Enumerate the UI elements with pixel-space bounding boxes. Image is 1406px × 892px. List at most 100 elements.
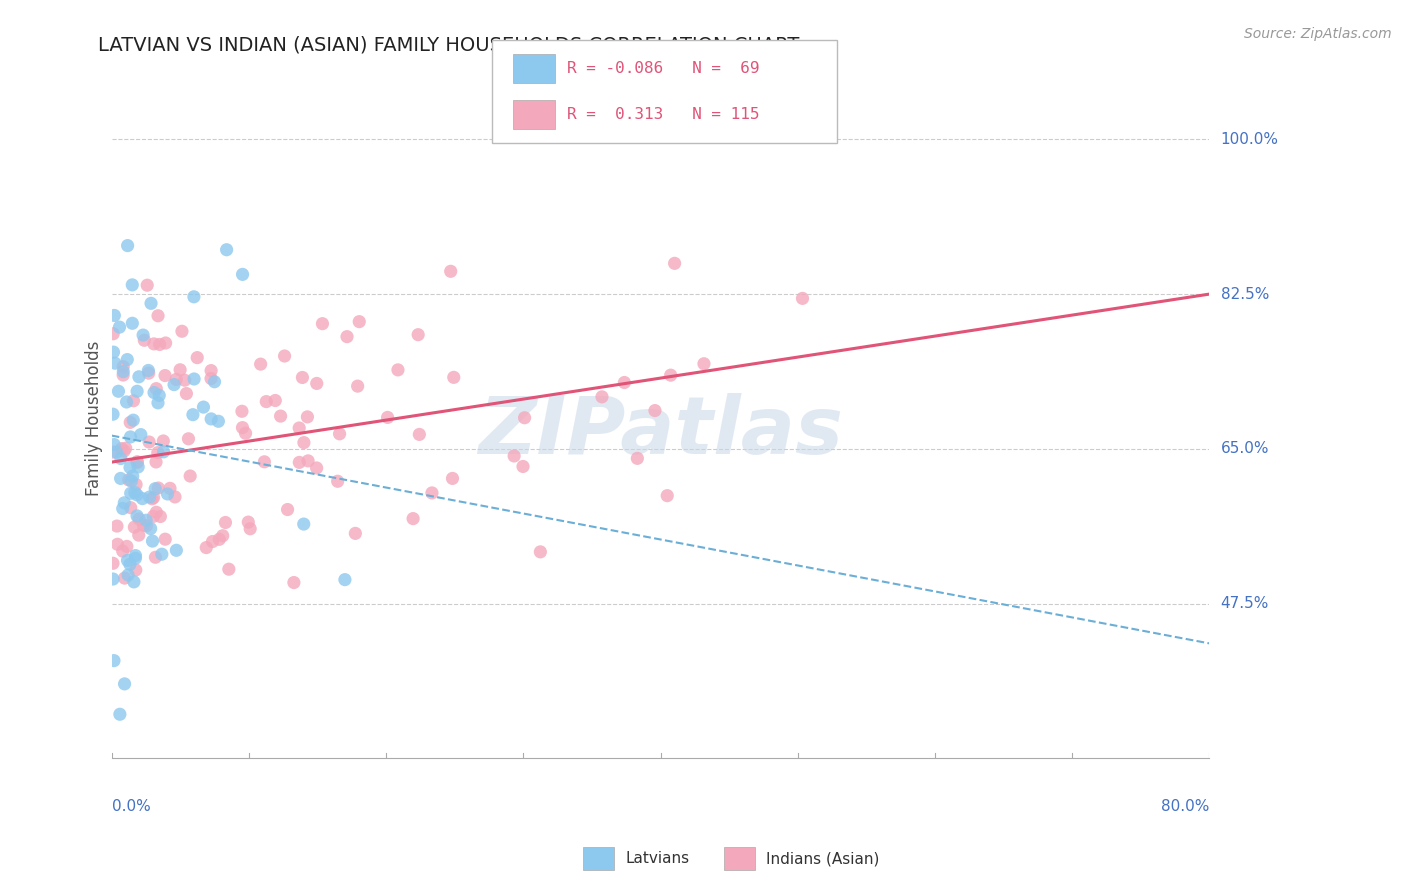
Point [659, 368, 682, 383]
Point [305, 461, 328, 475]
Point [186, 351, 208, 365]
Point [333, 573, 356, 587]
Point [165, 543, 187, 558]
Point [139, 522, 162, 536]
Point [141, 534, 163, 549]
Point [149, 509, 172, 524]
Point [349, 315, 371, 329]
Point [132, 328, 155, 343]
Point [105, 445, 128, 459]
Point [148, 481, 170, 495]
Point [146, 396, 169, 410]
Point [163, 377, 186, 392]
Point [104, 356, 127, 370]
Point [135, 518, 157, 533]
Text: 82.5%: 82.5% [1220, 286, 1268, 301]
Point [122, 413, 145, 427]
Point [111, 544, 134, 558]
Point [326, 475, 349, 489]
Point [346, 379, 368, 393]
Point [215, 243, 238, 257]
Point [231, 420, 253, 434]
Text: 100.0%: 100.0% [1220, 132, 1278, 147]
Point [117, 568, 139, 582]
Point [792, 292, 814, 306]
Point [264, 393, 287, 408]
Point [177, 432, 200, 446]
Point [170, 324, 193, 338]
Point [239, 522, 262, 536]
Point [138, 435, 160, 450]
Point [148, 388, 170, 402]
Point [270, 409, 292, 423]
Point [159, 481, 181, 495]
Point [136, 278, 159, 293]
Point [273, 349, 295, 363]
Point [176, 386, 198, 401]
Point [613, 376, 636, 390]
Point [512, 459, 534, 474]
Point [145, 455, 167, 469]
Point [200, 412, 222, 426]
Point [139, 296, 162, 310]
Point [277, 502, 299, 516]
Point [103, 437, 125, 451]
Point [152, 434, 174, 448]
Point [503, 449, 526, 463]
Point [420, 486, 443, 500]
Point [150, 547, 173, 561]
Point [103, 345, 125, 359]
Point [101, 445, 124, 459]
Point [152, 445, 174, 459]
Point [111, 501, 134, 516]
Point [108, 707, 131, 722]
Point [200, 363, 222, 377]
Point [125, 563, 148, 577]
Point [128, 369, 150, 384]
Point [117, 553, 139, 567]
Point [129, 427, 152, 442]
Point [155, 532, 177, 546]
Text: Latvians: Latvians [626, 851, 690, 866]
Point [114, 677, 136, 691]
Point [127, 384, 149, 399]
Point [145, 382, 167, 396]
Point [406, 327, 429, 342]
Point [142, 509, 165, 524]
Point [408, 427, 430, 442]
Point [142, 337, 165, 351]
Point [207, 414, 229, 428]
Point [112, 359, 135, 374]
Point [156, 487, 179, 501]
Point [115, 395, 138, 409]
Point [120, 486, 142, 500]
Point [138, 490, 160, 504]
Point [218, 562, 240, 576]
Point [169, 363, 191, 377]
Point [235, 426, 257, 441]
Point [529, 545, 551, 559]
Point [145, 550, 167, 565]
Point [115, 540, 138, 554]
Point [120, 474, 142, 488]
Point [173, 373, 195, 387]
Point [120, 500, 142, 515]
Point [127, 459, 149, 474]
Point [200, 371, 222, 385]
Point [124, 549, 146, 563]
Text: R =  0.313   N = 115: R = 0.313 N = 115 [567, 107, 759, 122]
Point [254, 394, 277, 409]
Point [146, 445, 169, 459]
Point [297, 409, 319, 424]
Point [153, 368, 176, 383]
Point [122, 574, 145, 589]
Point [249, 357, 271, 371]
Text: 80.0%: 80.0% [1161, 799, 1209, 814]
Point [208, 533, 231, 547]
Point [118, 558, 141, 572]
Point [125, 455, 148, 469]
Text: 0.0%: 0.0% [111, 799, 150, 814]
Point [664, 256, 686, 270]
Point [292, 517, 315, 532]
Point [114, 442, 136, 456]
